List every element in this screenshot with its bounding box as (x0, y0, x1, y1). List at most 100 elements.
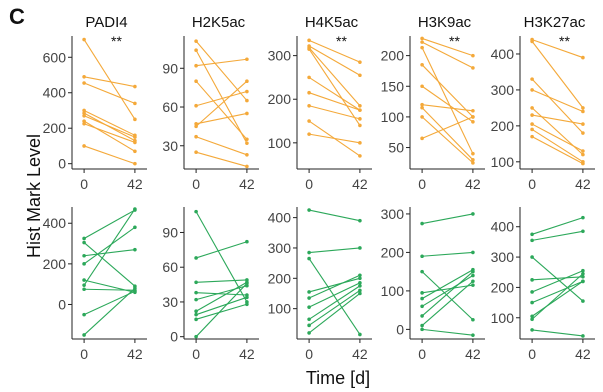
data-point (471, 333, 475, 337)
data-point (358, 273, 362, 278)
series-line (83, 242, 136, 287)
data-point (530, 122, 534, 126)
subplot: 100 200 300 400 0 42 (268, 207, 372, 362)
data-point (245, 89, 249, 94)
series-line (421, 271, 474, 317)
data-point (358, 141, 362, 145)
data-point (471, 161, 475, 165)
series-line (196, 279, 247, 283)
data-point (194, 39, 198, 43)
y-tick-label: 0 (170, 329, 178, 345)
series-line (308, 282, 361, 308)
data-point (194, 317, 198, 322)
y-tick-label: 200 (491, 279, 515, 295)
subplot: 100 200 300 400 0 42 (491, 207, 595, 362)
data-point (194, 280, 198, 285)
series-line (308, 105, 361, 120)
data-point (194, 150, 198, 155)
data-point (530, 39, 534, 44)
series-line (196, 58, 247, 67)
significance-label: ** (336, 33, 347, 49)
data-point (133, 101, 137, 106)
data-point (471, 53, 475, 58)
data-point (358, 288, 362, 293)
data-point (420, 102, 424, 107)
series-line (531, 280, 584, 317)
series-line (532, 329, 583, 337)
x-tick-label: 0 (528, 176, 536, 192)
data-point (82, 240, 86, 245)
data-point (307, 250, 311, 255)
series-line (421, 41, 474, 69)
series-line (308, 92, 361, 111)
series-line (421, 271, 474, 321)
series-line (195, 283, 248, 338)
data-point (471, 283, 475, 287)
x-tick-label: 0 (305, 346, 313, 362)
data-point (530, 232, 534, 237)
data-point (82, 121, 86, 126)
x-tick-label: 42 (465, 176, 481, 192)
subplot: 0 30 60 90 0 42 (162, 207, 259, 362)
data-point (358, 60, 362, 64)
data-point (133, 286, 137, 291)
data-point (530, 127, 534, 132)
data-point (581, 274, 585, 279)
data-point (194, 134, 198, 139)
data-point (471, 151, 475, 156)
series-line (421, 280, 474, 326)
subplot-title: H4K5ac (305, 14, 359, 31)
x-tick-label: 0 (418, 176, 426, 192)
series-line (309, 133, 360, 144)
series-line (421, 116, 474, 139)
data-point (530, 317, 534, 322)
data-point (530, 300, 534, 305)
series-line (308, 274, 361, 299)
data-point (358, 246, 362, 250)
x-axis-label: Time [d] (306, 368, 370, 388)
series-line (195, 40, 248, 101)
data-point (82, 74, 86, 79)
series-line (422, 104, 473, 112)
subplot: 0 100 200 300 0 42 (381, 206, 485, 362)
data-point (133, 149, 137, 154)
data-point (245, 137, 249, 142)
series-line (532, 276, 583, 281)
data-point (307, 331, 311, 335)
data-point (82, 144, 86, 148)
data-point (581, 106, 585, 110)
data-point (420, 304, 424, 309)
series-line (84, 249, 135, 257)
data-point (358, 218, 362, 223)
series-line (531, 136, 584, 165)
data-point (581, 271, 585, 276)
series-line (421, 47, 474, 154)
data-point (307, 119, 311, 123)
data-point (581, 161, 585, 166)
data-point (245, 141, 249, 145)
series-line (421, 85, 474, 123)
data-point (420, 40, 424, 44)
series-line (83, 109, 136, 136)
y-tick-label: 300 (491, 82, 515, 98)
series-line (531, 217, 584, 235)
data-point (307, 305, 311, 309)
data-point (194, 124, 198, 129)
y-tick-label: 60 (162, 259, 178, 275)
data-point (581, 109, 585, 114)
data-point (581, 299, 585, 303)
subplot-title: PADI4 (85, 14, 127, 31)
series-line (195, 281, 248, 312)
data-point (133, 247, 137, 252)
data-point (581, 55, 585, 60)
data-point (530, 88, 534, 92)
data-point (420, 221, 424, 226)
y-tick-label: 300 (381, 206, 405, 222)
x-tick-label: 0 (418, 346, 426, 362)
series-line (195, 136, 248, 156)
series-line (422, 328, 473, 336)
data-point (358, 123, 362, 128)
data-point (82, 278, 86, 282)
series-line (83, 290, 136, 316)
